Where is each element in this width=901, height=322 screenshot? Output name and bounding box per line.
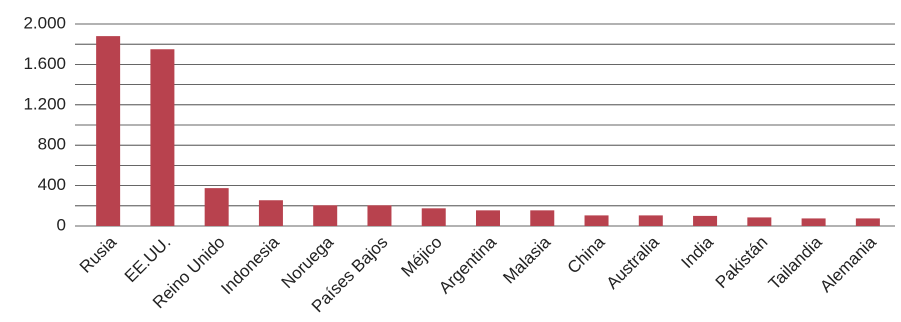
x-tick-label: Malasia (499, 232, 554, 287)
bar (150, 49, 175, 226)
bar (313, 205, 338, 226)
x-tick-label: Rusia (76, 232, 121, 277)
y-tick-label: 400 (38, 175, 66, 194)
bar (421, 208, 446, 226)
bar (801, 218, 826, 226)
bar (638, 215, 663, 226)
bar (747, 217, 772, 226)
x-tick-label: Australia (603, 232, 664, 293)
x-tick-label: EE.UU. (121, 233, 175, 287)
y-tick-label: 1.200 (23, 94, 66, 113)
x-tick-label: Indonesia (217, 232, 283, 298)
bar (855, 218, 880, 226)
bar (204, 188, 229, 226)
bar (258, 200, 283, 226)
x-tick-label: China (564, 232, 609, 277)
y-tick-label: 1.600 (23, 54, 66, 73)
x-tick-label: Méjico (398, 233, 446, 281)
bar (584, 215, 609, 226)
x-tick-label: Argentina (435, 232, 500, 297)
y-tick-label: 2.000 (23, 13, 66, 32)
x-tick-label: Pakistán (712, 233, 772, 293)
y-tick-label: 0 (57, 215, 66, 234)
y-tick-label: 800 (38, 135, 66, 154)
bar (367, 205, 392, 226)
x-tick-label: Alemania (816, 232, 880, 296)
x-tick-label: India (678, 232, 718, 272)
bar (693, 215, 718, 226)
bar (530, 210, 555, 226)
bar (476, 210, 500, 226)
bar (96, 36, 121, 227)
